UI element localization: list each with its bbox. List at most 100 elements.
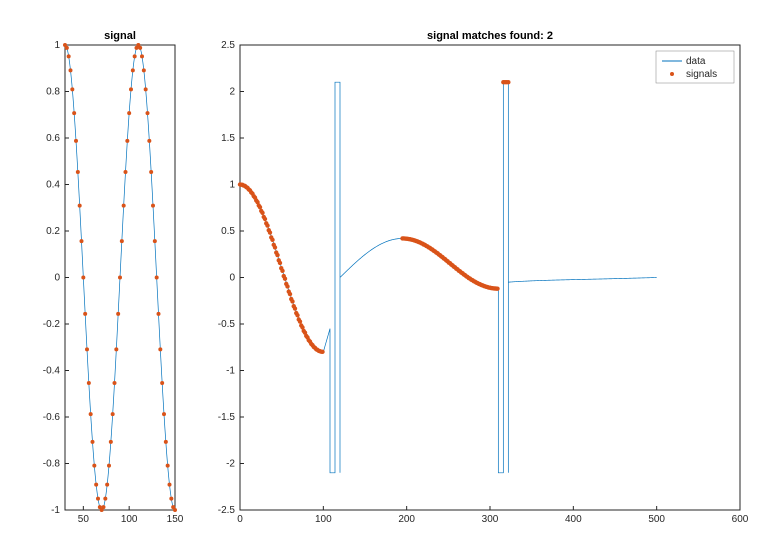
ytick-label: -0.5 bbox=[218, 319, 236, 330]
signal-marker bbox=[168, 483, 172, 487]
ytick-label: -0.6 bbox=[43, 412, 61, 423]
xtick-label: 500 bbox=[648, 514, 665, 525]
ytick-label: 0.8 bbox=[46, 87, 60, 98]
signal-marker bbox=[125, 139, 129, 143]
figure-svg: 50100150-1-0.8-0.6-0.4-0.200.20.40.60.81… bbox=[0, 0, 770, 550]
ytick-label: 1.5 bbox=[221, 133, 235, 144]
ytick-label: -0.4 bbox=[43, 366, 61, 377]
signals-marker bbox=[293, 306, 297, 310]
xtick-label: 300 bbox=[482, 514, 499, 525]
signal-marker bbox=[105, 483, 109, 487]
signal-marker bbox=[76, 170, 80, 174]
signal-marker bbox=[131, 68, 135, 72]
signal-marker bbox=[78, 204, 82, 208]
signal-marker bbox=[153, 239, 157, 243]
ytick-label: 2 bbox=[229, 87, 235, 98]
legend-label: data bbox=[686, 56, 706, 67]
signal-marker bbox=[169, 497, 173, 501]
ytick-label: 2.5 bbox=[221, 40, 235, 51]
signal-marker bbox=[80, 239, 84, 243]
signal-marker bbox=[162, 412, 166, 416]
signal-marker bbox=[116, 312, 120, 316]
signal-marker bbox=[129, 87, 133, 91]
signals-marker bbox=[270, 238, 274, 242]
signal-marker bbox=[83, 312, 87, 316]
xtick-label: 200 bbox=[398, 514, 415, 525]
ytick-label: 1 bbox=[54, 40, 60, 51]
signal-marker bbox=[70, 87, 74, 91]
signal-marker bbox=[155, 276, 159, 280]
signals-marker bbox=[295, 313, 299, 317]
matlab-figure: 50100150-1-0.8-0.6-0.4-0.200.20.40.60.81… bbox=[0, 0, 770, 550]
ytick-label: 0.4 bbox=[46, 180, 60, 191]
signal-marker bbox=[149, 170, 153, 174]
signal-marker bbox=[138, 46, 142, 50]
ytick-label: -0.2 bbox=[43, 319, 61, 330]
signal-marker bbox=[74, 139, 78, 143]
signal-marker bbox=[164, 440, 168, 444]
ytick-label: -2 bbox=[226, 459, 235, 470]
ytick-label: -2.5 bbox=[218, 505, 236, 516]
signal-marker bbox=[91, 440, 95, 444]
signal-marker bbox=[142, 68, 146, 72]
ytick-label: -0.8 bbox=[43, 459, 61, 470]
xtick-label: 150 bbox=[167, 514, 184, 525]
signal-marker bbox=[157, 312, 161, 316]
signals-marker bbox=[268, 230, 272, 234]
signal-marker bbox=[109, 440, 113, 444]
left-title: signal bbox=[104, 30, 136, 42]
signal-marker bbox=[113, 381, 117, 385]
signal-marker bbox=[122, 204, 126, 208]
signal-marker bbox=[92, 464, 96, 468]
signal-marker bbox=[151, 204, 155, 208]
signal-marker bbox=[67, 54, 71, 58]
signal-marker bbox=[69, 68, 73, 72]
signals-marker bbox=[290, 299, 294, 303]
signal-marker bbox=[72, 111, 76, 115]
signals-marker bbox=[263, 217, 267, 221]
right-title: signal matches found: 2 bbox=[427, 30, 553, 42]
signal-marker bbox=[103, 497, 107, 501]
right-axes-box bbox=[240, 45, 740, 510]
signals-marker bbox=[283, 276, 287, 280]
signals-marker bbox=[275, 253, 279, 257]
signal-marker bbox=[87, 381, 91, 385]
signal-marker bbox=[146, 111, 150, 115]
signal-marker bbox=[94, 483, 98, 487]
ytick-label: 0.5 bbox=[221, 226, 235, 237]
xtick-label: 0 bbox=[237, 514, 243, 525]
signal-marker bbox=[85, 347, 89, 351]
signals-marker bbox=[278, 261, 282, 265]
signals-marker bbox=[288, 292, 292, 296]
ytick-label: -1 bbox=[51, 505, 60, 516]
signals-marker bbox=[280, 269, 284, 273]
signals-marker bbox=[506, 80, 510, 84]
ytick-label: -1.5 bbox=[218, 412, 236, 423]
ytick-label: 0.2 bbox=[46, 226, 60, 237]
signal-marker bbox=[147, 139, 151, 143]
xtick-label: 100 bbox=[121, 514, 138, 525]
signal-marker bbox=[140, 54, 144, 58]
signal-marker bbox=[166, 464, 170, 468]
signal-marker bbox=[120, 239, 124, 243]
signal-marker bbox=[160, 381, 164, 385]
signal-marker bbox=[111, 412, 115, 416]
signal-marker bbox=[127, 111, 131, 115]
signal-marker bbox=[158, 347, 162, 351]
ytick-label: -1 bbox=[226, 366, 235, 377]
signal-marker bbox=[124, 170, 128, 174]
signal-marker bbox=[96, 497, 100, 501]
signals-marker bbox=[260, 211, 264, 215]
ytick-label: 0 bbox=[54, 273, 60, 284]
legend-swatch-marker bbox=[670, 72, 674, 76]
signals-marker bbox=[265, 223, 269, 227]
ytick-label: 1 bbox=[229, 180, 235, 191]
signal-marker bbox=[114, 347, 118, 351]
signal-marker bbox=[107, 464, 111, 468]
signal-marker bbox=[81, 276, 85, 280]
signals-marker bbox=[298, 319, 302, 323]
signal-marker bbox=[102, 505, 106, 509]
signals-marker bbox=[495, 286, 499, 290]
legend-label: signals bbox=[686, 69, 717, 80]
signal-marker bbox=[89, 412, 93, 416]
